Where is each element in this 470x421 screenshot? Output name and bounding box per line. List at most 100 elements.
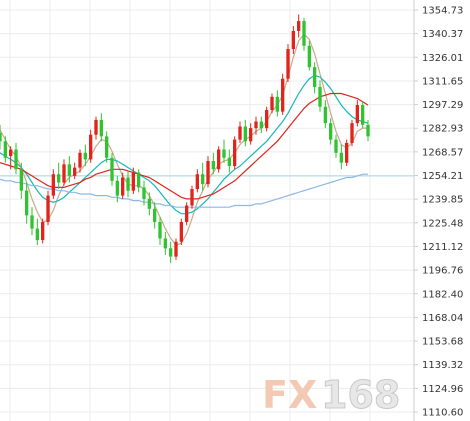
candle-body-1: [3, 141, 7, 158]
candle-body-24: [126, 177, 130, 191]
candle-body-38: [201, 174, 205, 185]
candle-body-64: [339, 152, 343, 163]
candle-body-12: [62, 164, 66, 183]
y-tick-label-15: 1139.32: [422, 360, 463, 371]
candle-body-54: [286, 49, 290, 79]
candle-body-49: [259, 121, 263, 129]
y-tick-label-12: 1182.40: [422, 289, 463, 300]
candle-body-48: [254, 121, 258, 129]
candle-body-6: [30, 215, 34, 229]
candle-body-68: [361, 105, 365, 125]
candle-body-23: [121, 177, 125, 196]
grid: [0, 0, 414, 421]
series-line-ma_mid: [0, 74, 369, 215]
candle-body-36: [190, 189, 194, 206]
candle-body-8: [41, 221, 45, 241]
candle-body-47: [249, 128, 253, 142]
moving-averages: [0, 33, 369, 246]
y-tick-label-1: 1340.37: [422, 29, 463, 40]
candle-body-5: [25, 190, 29, 216]
watermark-brand-fx: FX: [262, 373, 317, 417]
candle-body-56: [297, 21, 301, 31]
candle-body-4: [19, 169, 23, 191]
candle-body-57: [302, 21, 306, 46]
candle-body-29: [153, 208, 157, 222]
y-tick-label-8: 1239.85: [422, 195, 463, 206]
candle-body-17: [89, 134, 93, 160]
candles: [0, 14, 370, 264]
candle-body-15: [78, 152, 82, 168]
candle-body-61: [323, 106, 327, 124]
candle-body-22: [115, 180, 119, 196]
candle-body-39: [206, 161, 210, 185]
candle-body-41: [217, 149, 221, 170]
series-line-ma_fast: [0, 33, 368, 246]
candle-body-50: [265, 110, 269, 129]
candle-body-16: [83, 152, 87, 160]
candle-body-51: [270, 96, 274, 111]
y-tick-label-7: 1254.21: [422, 171, 463, 182]
candle-body-55: [291, 30, 295, 50]
candle-body-37: [195, 174, 199, 190]
candle-body-9: [46, 195, 50, 222]
candle-body-26: [137, 172, 141, 188]
y-tick-label-2: 1326.01: [422, 53, 463, 64]
y-axis: 1354.73 1340.37 1326.01 1311.65 1297.29 1282.…: [413, 0, 463, 421]
candle-body-13: [67, 164, 71, 176]
candle-body-44: [233, 139, 237, 166]
candle-body-65: [345, 142, 349, 163]
y-tick-label-16: 1124.96: [422, 384, 463, 395]
y-tick-label-17: 1110.60: [422, 408, 463, 419]
candle-body-7: [35, 228, 39, 241]
y-tick-label-9: 1225.48: [422, 218, 463, 229]
candle-body-60: [318, 86, 322, 107]
candle-body-0: [0, 133, 2, 142]
candle-body-19: [99, 119, 103, 137]
candle-body-20: [105, 136, 109, 158]
candle-body-28: [147, 198, 151, 209]
series-line-ma_long: [0, 173, 368, 208]
candle-body-45: [238, 126, 242, 140]
candle-body-40: [211, 161, 215, 170]
candle-body-53: [281, 78, 285, 112]
candle-body-42: [222, 149, 226, 158]
candle-body-58: [307, 45, 311, 68]
candle-body-3: [14, 149, 18, 170]
watermark-brand-168: 168: [321, 373, 400, 417]
y-tick-label-6: 1268.57: [422, 147, 463, 158]
candle-body-21: [110, 157, 114, 181]
y-tick-label-4: 1297.29: [422, 100, 463, 111]
candle-body-62: [329, 123, 333, 140]
candle-body-46: [243, 126, 247, 142]
candle-body-10: [51, 174, 55, 196]
y-tick-label-11: 1196.76: [422, 266, 463, 277]
candle-body-11: [57, 174, 61, 183]
candle-body-52: [275, 96, 279, 112]
candle-body-31: [163, 238, 167, 249]
y-tick-label-13: 1168.04: [422, 313, 463, 324]
candle-body-18: [94, 119, 98, 135]
fx168-watermark: FX 168: [262, 373, 401, 418]
candle-body-69: [366, 124, 370, 137]
candle-body-33: [174, 241, 178, 257]
y-tick-label-14: 1153.68: [422, 337, 463, 348]
candle-body-32: [169, 248, 173, 257]
candle-body-30: [158, 221, 162, 239]
y-tick-label-5: 1282.93: [422, 124, 463, 135]
candle-body-35: [185, 205, 189, 222]
y-tick-label-3: 1311.65: [422, 76, 463, 87]
candle-body-14: [73, 167, 77, 176]
candle-body-43: [227, 157, 231, 166]
candle-body-34: [179, 221, 183, 242]
candle-body-66: [350, 123, 354, 143]
candle-body-27: [142, 187, 146, 199]
candle-body-59: [313, 67, 317, 87]
candle-body-25: [131, 172, 135, 191]
candle-body-67: [355, 105, 359, 124]
y-tick-label-10: 1211.12: [422, 242, 463, 253]
series-line-ma_slow: [0, 92, 369, 200]
candle-body-2: [9, 149, 13, 157]
y-tick-label-0: 1354.73: [422, 6, 463, 17]
